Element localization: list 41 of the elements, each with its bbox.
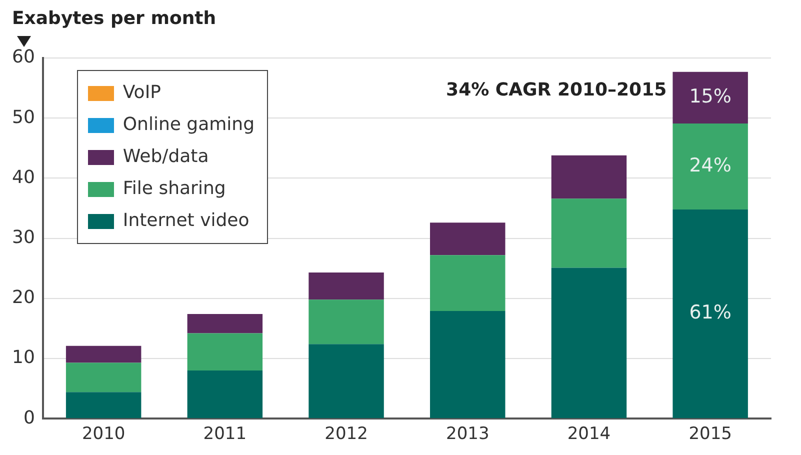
- x-tick-label: 2014: [567, 424, 611, 444]
- bar: [430, 255, 506, 312]
- x-tick-label: 2010: [82, 424, 126, 444]
- bar: [551, 198, 627, 268]
- bar: [187, 370, 263, 418]
- legend-label: VoIP: [122, 81, 161, 105]
- y-tick-label: 60: [12, 46, 35, 68]
- x-tick-label: 2015: [688, 424, 732, 444]
- bar: [672, 72, 748, 124]
- bar: [308, 300, 384, 344]
- bar: [308, 344, 384, 418]
- legend-label: Web/data: [122, 145, 209, 169]
- legend-label: Internet video: [122, 209, 250, 233]
- bar: [308, 272, 384, 300]
- y-tick-label: 10: [12, 347, 35, 368]
- bar: [672, 209, 748, 418]
- bar: [187, 333, 263, 371]
- x-tick-label: 2013: [446, 424, 490, 444]
- bar: [66, 362, 142, 392]
- y-tick-label: 30: [12, 226, 35, 248]
- bar: [66, 392, 142, 418]
- annotation: 61%: [689, 302, 732, 324]
- bar: [187, 314, 263, 334]
- bar: [672, 124, 748, 210]
- y-tick-label: 0: [23, 407, 35, 428]
- y-tick-label: 50: [12, 106, 35, 128]
- bar: [66, 346, 142, 363]
- bar: [551, 268, 627, 418]
- y-axis-title: Exabytes per month: [12, 8, 216, 29]
- x-tick-label: 2012: [324, 424, 368, 444]
- legend-label: Online gaming: [122, 113, 254, 137]
- y-tick-label: 20: [12, 287, 35, 308]
- x-tick-label: 2011: [203, 424, 247, 444]
- bar: [430, 222, 506, 256]
- legend-label: File sharing: [122, 177, 226, 201]
- bar: [430, 311, 506, 418]
- annotation: 15%: [689, 86, 732, 108]
- annotation: 34% CAGR 2010–2015: [446, 80, 667, 101]
- y-tick-label: 40: [12, 166, 35, 188]
- annotation: 24%: [689, 154, 732, 176]
- bar: [551, 155, 627, 199]
